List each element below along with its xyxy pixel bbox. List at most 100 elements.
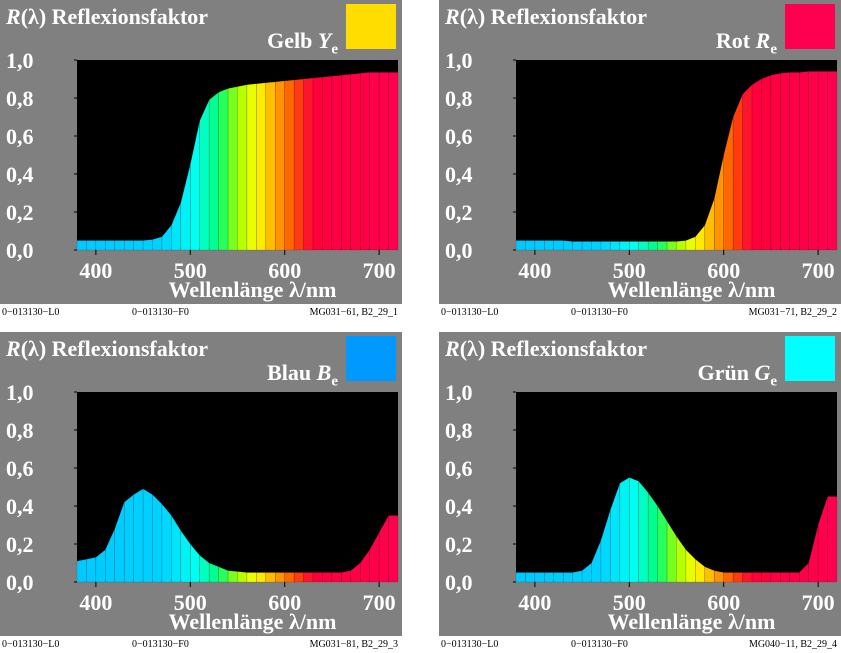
color-symbol-subscript: e <box>770 41 777 58</box>
x-tick-label: 500 <box>174 590 207 615</box>
spectrum-bar-390 <box>525 240 536 251</box>
spectrum-bar-480 <box>610 241 621 251</box>
panel-footer: 0−013130−L0 0−013130−F0 MG031−61, B2_29_1 <box>0 307 402 321</box>
spectrum-bar-440 <box>572 241 583 251</box>
y-tick-label: 1,0 <box>6 48 34 73</box>
spectrum-bar-460 <box>591 241 602 251</box>
spectrum-bar-710 <box>388 72 399 251</box>
x-tick-label: 600 <box>707 590 740 615</box>
spectrum-bar-500 <box>629 477 639 583</box>
chart-subtitle: Rot Re <box>716 28 777 58</box>
footer-mid-code: 0−013130−F0 <box>132 307 189 318</box>
spectrum-bar-410 <box>544 240 555 251</box>
spectrum-bar-640 <box>761 74 772 251</box>
footer-left-code: 0−013130−L0 <box>2 307 60 318</box>
spectrum-bar-380 <box>76 558 87 583</box>
chart-svg: 0,0 0,2 0,4 0,6 0,8 1,0 400 500 600 700 Wellenläng… <box>6 380 399 634</box>
color-name: Rot <box>715 28 751 53</box>
spectrum-bar-640 <box>322 75 333 251</box>
color-swatch <box>346 4 396 49</box>
chart-subtitle: Blau Be <box>267 360 338 390</box>
chart-title: R(λ) Reflexionsfaktor <box>6 4 208 30</box>
y-tick-label: 0,6 <box>6 124 34 149</box>
title-text: Reflexionsfaktor <box>51 336 209 361</box>
x-axis-label: Wellenlänge λ/nm <box>169 277 337 302</box>
spectrum-bar-660 <box>341 570 352 583</box>
spectrum-bar-630 <box>751 78 762 251</box>
x-tick-label: 400 <box>79 590 112 615</box>
spectrum-bar-640 <box>322 572 333 583</box>
spectrum-bar-650 <box>770 572 781 583</box>
y-tick-label: 1,0 <box>6 380 34 405</box>
spectrum-bar-520 <box>647 491 658 583</box>
y-tick-label: 0,2 <box>6 200 34 225</box>
x-tick-label: 700 <box>363 590 396 615</box>
spectrum-bar-470 <box>161 503 172 583</box>
panel-footer: 0−013130−L0 0−013130−F0 MG040−11, B2_29_4 <box>439 639 841 653</box>
spectrum-bar-580 <box>265 81 276 251</box>
spectrum-bar-670 <box>789 572 800 583</box>
footer-left-code: 0−013130−L0 <box>441 307 499 318</box>
color-symbol-subscript: e <box>331 41 338 58</box>
spectrum-bar-520 <box>208 91 219 251</box>
y-tick-label: 0,2 <box>6 532 34 557</box>
spectrum-bar-700 <box>817 71 828 251</box>
spectrum-bar-510 <box>199 99 210 251</box>
spectrum-bar-380 <box>515 240 526 251</box>
spectrum-bar-630 <box>751 572 762 583</box>
spectrum-bar-660 <box>780 72 791 251</box>
chart-title: R(λ) Reflexionsfaktor <box>445 4 647 30</box>
y-tick-label: 0,0 <box>445 238 473 263</box>
spectrum-bar-650 <box>331 74 342 251</box>
y-tick-label: 0,8 <box>445 86 473 111</box>
chart-svg: 0,0 0,2 0,4 0,6 0,8 1,0 400 500 600 700 Wellenläng… <box>445 48 838 302</box>
x-tick-label: 400 <box>79 258 112 283</box>
spectrum-bar-440 <box>133 240 144 251</box>
spectrum-bar-450 <box>142 239 153 251</box>
spectrum-bar-700 <box>378 72 389 251</box>
y-tick-label: 1,0 <box>445 48 473 73</box>
color-swatch <box>346 336 396 381</box>
title-text: Reflexionsfaktor <box>490 336 648 361</box>
footer-left-code: 0−013130−L0 <box>2 639 60 650</box>
x-axis-label: Wellenlänge λ/nm <box>608 609 776 634</box>
title-function: R <box>6 336 21 361</box>
spectrum-bar-620 <box>742 84 753 251</box>
x-tick-label: 700 <box>802 590 835 615</box>
title-function: R <box>445 336 460 361</box>
title-argument: (λ) <box>459 4 486 29</box>
y-tick-label: 0,6 <box>445 124 473 149</box>
spectrum-bar-560 <box>246 572 257 583</box>
spectrum-bar-400 <box>534 240 545 251</box>
color-symbol: R <box>755 28 771 53</box>
spectrum-bar-640 <box>761 572 772 583</box>
chart-panel-gelb: 0,0 0,2 0,4 0,6 0,8 1,0 400 500 600 700 Wellenläng… <box>0 0 402 304</box>
spectrum-bar-590 <box>275 572 285 583</box>
chart-svg: 0,0 0,2 0,4 0,6 0,8 1,0 400 500 600 700 Wellenläng… <box>445 380 838 634</box>
spectrum-bar-430 <box>562 240 573 251</box>
spectrum-bar-600 <box>284 79 295 251</box>
spectrum-bar-550 <box>676 240 687 251</box>
title-function: R <box>6 4 21 29</box>
spectrum-bar-440 <box>572 570 583 583</box>
spectrum-bar-670 <box>789 72 800 251</box>
chart-subtitle: Gelb Ye <box>267 28 338 58</box>
title-text: Reflexionsfaktor <box>490 4 648 29</box>
title-argument: (λ) <box>459 336 486 361</box>
spectrum-bar-430 <box>562 572 573 583</box>
spectrum-bar-450 <box>142 488 153 583</box>
chart-svg: 0,0 0,2 0,4 0,6 0,8 1,0 400 500 600 700 Wellenläng… <box>6 48 399 302</box>
color-symbol: G <box>754 360 771 385</box>
spectrum-bar-470 <box>600 241 611 251</box>
y-tick-label: 0,8 <box>6 418 34 443</box>
spectrum-bar-570 <box>256 572 267 583</box>
spectrum-bar-620 <box>303 572 314 583</box>
color-symbol-subscript: e <box>331 373 338 390</box>
y-tick-label: 0,6 <box>445 456 473 481</box>
spectrum-bar-390 <box>86 556 97 583</box>
spectrum-bar-430 <box>123 494 134 583</box>
spectrum-bar-690 <box>369 72 380 251</box>
spectrum-bar-610 <box>732 572 743 583</box>
y-tick-label: 0,4 <box>445 162 473 187</box>
spectrum-bar-550 <box>237 571 248 583</box>
